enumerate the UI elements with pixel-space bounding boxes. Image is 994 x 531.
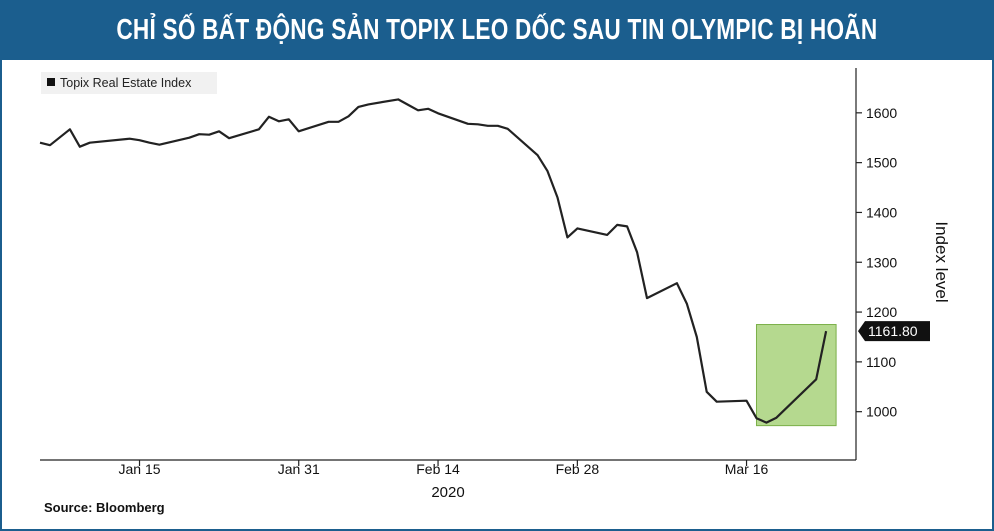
legend-swatch (47, 78, 55, 86)
legend-label: Topix Real Estate Index (60, 76, 192, 90)
y-tick-label: 1000 (866, 404, 897, 420)
y-ticks: 1000 1100 1200 1300 1400 1500 1600 (856, 105, 897, 420)
line-chart: 1000 1100 1200 1300 1400 1500 1600 Jan 15 Jan 3… (39, 68, 951, 500)
x-tick-label: Jan 15 (118, 461, 160, 477)
x-tick-label: Mar 16 (725, 461, 769, 477)
y-tick-label: 1300 (866, 254, 897, 270)
y-tick-label: 1600 (866, 105, 897, 121)
legend: Topix Real Estate Index (41, 72, 217, 94)
x-ticks: Jan 15 Jan 31 Feb 14 Feb 28 Mar 16 (118, 460, 769, 477)
y-tick-label: 1400 (866, 204, 897, 220)
y-tick-label: 1200 (866, 304, 897, 320)
title-banner: CHỈ SỐ BẤT ĐỘNG SẢN TOPIX LEO DỐC SAU TI… (0, 0, 994, 60)
last-value-marker (858, 321, 930, 342)
x-tick-label: Feb 14 (416, 461, 460, 477)
last-value-tag: 1161.80 (858, 321, 930, 342)
series-line-topix-real-estate (39, 98, 828, 424)
plot-area: 1000 1100 1200 1300 1400 1500 1600 Jan 15 Jan 3… (39, 68, 951, 500)
y-tick-label: 1500 (866, 155, 897, 171)
y-tick-label: 1100 (866, 354, 896, 370)
source-note: Source: Bloomberg (44, 500, 165, 515)
x-axis-year-label: 2020 (431, 484, 464, 500)
x-tick-label: Jan 31 (278, 461, 320, 477)
y-axis-title: Index level (932, 221, 951, 302)
last-value-label: 1161.80 (868, 323, 918, 339)
banner-title: CHỈ SỐ BẤT ĐỘNG SẢN TOPIX LEO DỐC SAU TI… (116, 13, 878, 46)
legend-box (41, 72, 217, 94)
x-tick-label: Feb 28 (556, 461, 600, 477)
highlight-box (755, 324, 837, 427)
